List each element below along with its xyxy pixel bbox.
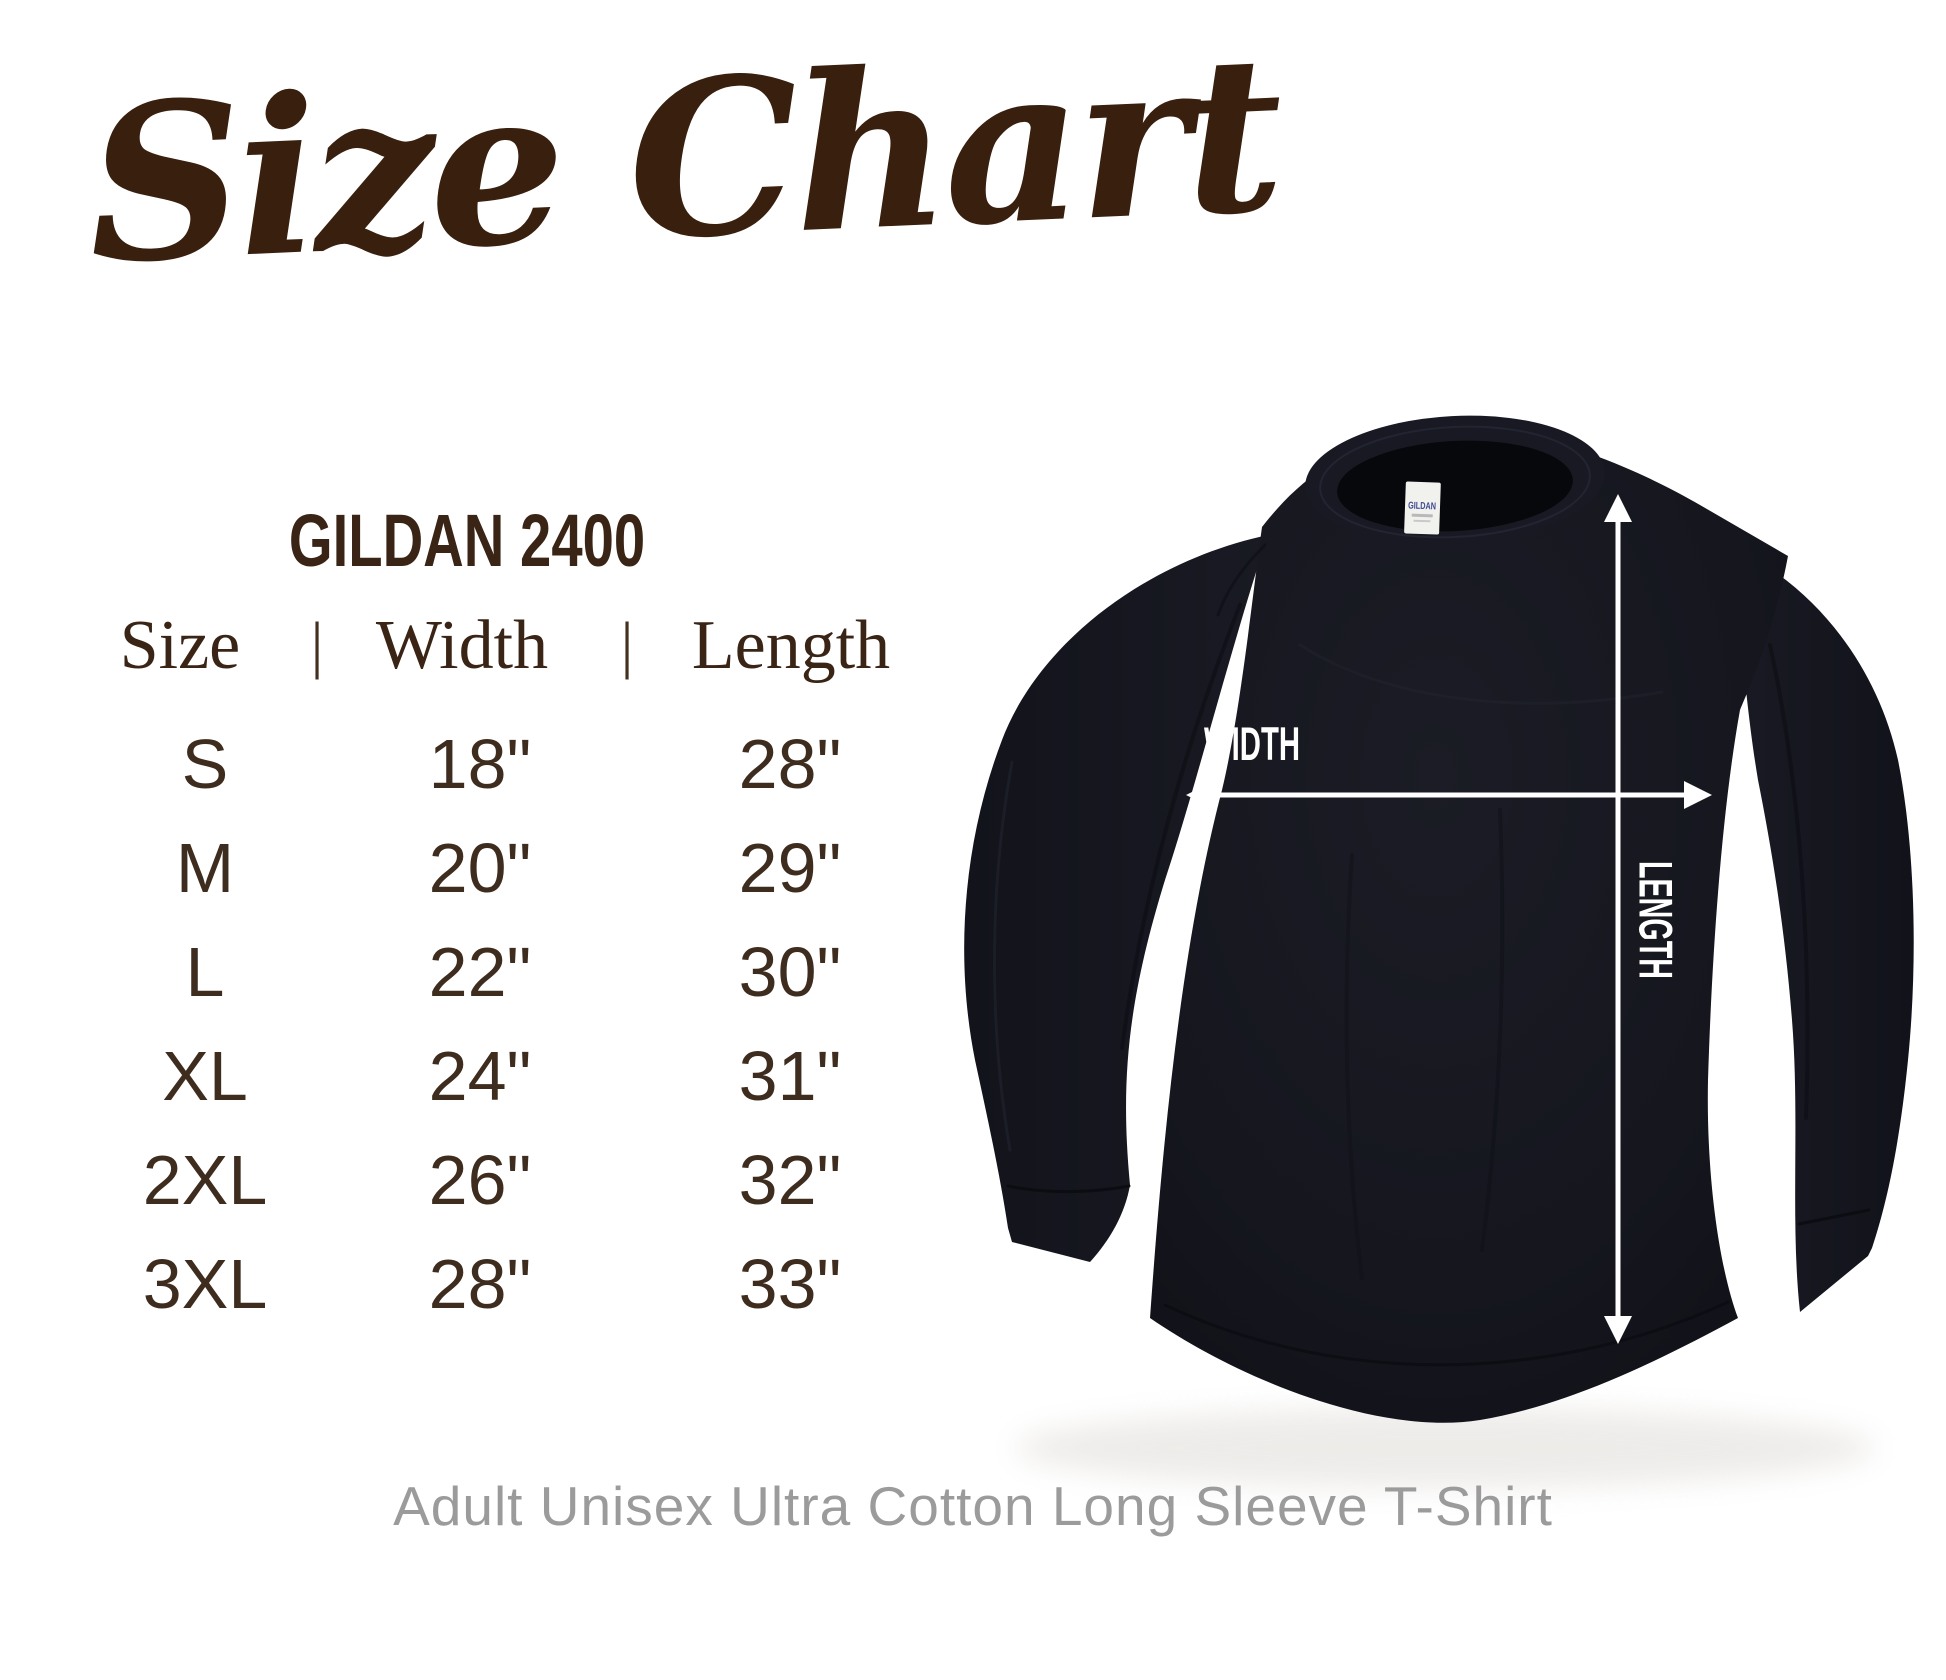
table-body: S 18" 28" M 20" 29" L 22" 30" XL 24" 31"…: [0, 712, 960, 1336]
width-cell: 28": [428, 1245, 532, 1323]
column-header-length: Length: [691, 607, 891, 684]
table-row: M 20" 29": [0, 816, 960, 920]
column-separator: |: [620, 609, 634, 680]
table-row: S 18" 28": [0, 712, 960, 816]
shirt-body: [1150, 427, 1788, 1423]
table-header-row: Size | Width | Length: [0, 606, 960, 698]
shirt-left-sleeve: [964, 535, 1268, 1262]
width-cell: 20": [428, 829, 532, 907]
fabric-folds: [993, 543, 1871, 1367]
length-cell: 30": [738, 933, 842, 1011]
table-row: 2XL 26" 32": [0, 1128, 960, 1232]
table-row: L 22" 30": [0, 920, 960, 1024]
width-cell: 18": [428, 725, 532, 803]
width-cell: 26": [428, 1141, 532, 1219]
neck-tag: GILDAN: [1404, 481, 1441, 535]
width-cell: 22": [428, 933, 532, 1011]
length-cell: 32": [738, 1141, 842, 1219]
size-cell: 3XL: [142, 1245, 268, 1323]
neck-tag-brand: GILDAN: [1408, 501, 1436, 513]
length-cell: 33": [738, 1245, 842, 1323]
tag-fine-print: [1413, 519, 1431, 523]
width-label: WIDTH: [1204, 717, 1300, 770]
length-cell: 31": [738, 1037, 842, 1115]
brand-heading: GILDAN 2400: [288, 499, 646, 582]
column-header-size: Size: [119, 607, 241, 684]
length-cell: 29": [738, 829, 842, 907]
size-cell: 2XL: [142, 1141, 268, 1219]
width-arrow: [1186, 781, 1712, 809]
width-cell: 24": [428, 1037, 532, 1115]
size-cell: M: [175, 829, 235, 907]
table-row: 3XL 28" 33": [0, 1232, 960, 1336]
footer-caption: Adult Unisex Ultra Cotton Long Sleeve T-…: [393, 1475, 1553, 1537]
tag-fine-print: [1411, 513, 1433, 518]
length-label: LENGTH: [1630, 861, 1683, 979]
size-cell: S: [181, 725, 229, 803]
shirt-right-sleeve: [1735, 548, 1914, 1312]
length-cell: 28": [738, 725, 842, 803]
table-row: XL 24" 31": [0, 1024, 960, 1128]
column-separator: |: [310, 609, 324, 680]
shirt-collar: [1305, 415, 1605, 545]
shirt-shadow: [1015, 1408, 1875, 1488]
size-cell: L: [185, 933, 225, 1011]
column-header-width: Width: [375, 607, 549, 684]
size-cell: XL: [162, 1037, 248, 1115]
size-table-panel: GILDAN 2400 Size | Width | Length S 18" …: [0, 0, 960, 1420]
length-arrow: [1604, 494, 1632, 1344]
